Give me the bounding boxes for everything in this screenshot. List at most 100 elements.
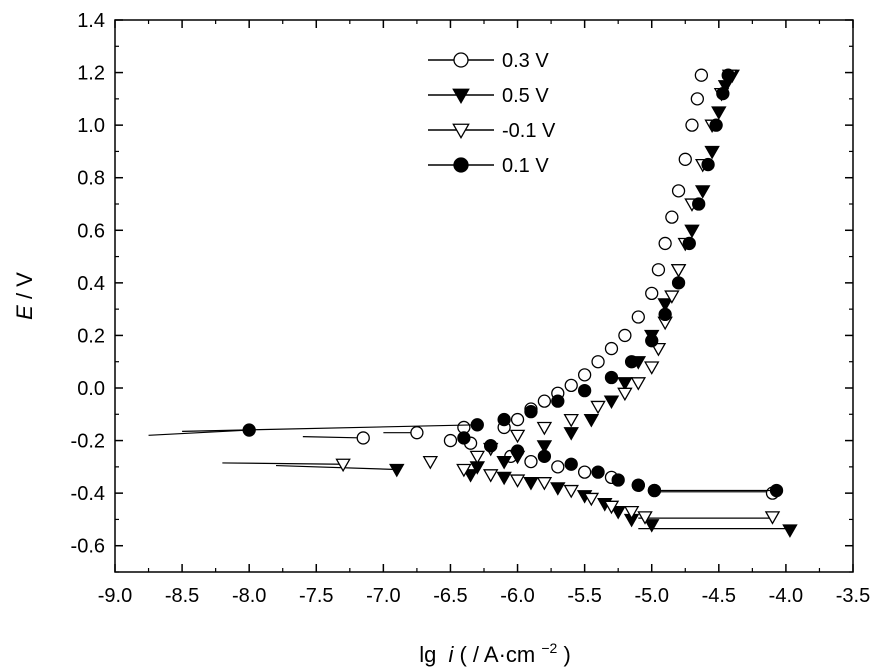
x-tick-label: -4.0 xyxy=(769,585,803,607)
x-tick-label: -8.0 xyxy=(232,585,266,607)
series-line xyxy=(222,462,344,465)
data-point xyxy=(645,334,659,348)
x-axis-title: lg i ( / A·cm −2 ) xyxy=(419,633,571,667)
data-point xyxy=(682,236,696,251)
x-tick-label: -7.5 xyxy=(299,585,333,607)
data-point xyxy=(452,88,470,105)
data-point xyxy=(563,427,579,441)
data-point xyxy=(631,310,645,324)
data-point xyxy=(618,328,632,343)
data-point xyxy=(647,483,662,498)
data-point xyxy=(603,395,620,410)
data-point xyxy=(650,342,667,357)
series-line xyxy=(182,424,478,432)
x-tick-label: -7.0 xyxy=(366,585,400,607)
data-point xyxy=(536,477,553,491)
data-point xyxy=(453,52,469,68)
data-point xyxy=(443,433,458,448)
data-point xyxy=(564,378,578,393)
data-point xyxy=(524,405,538,419)
legend-label: -0.1 V xyxy=(502,120,556,142)
series-line xyxy=(302,436,364,439)
y-tick-label: 0.2 xyxy=(77,325,105,347)
data-point xyxy=(603,500,620,515)
x-tick-label: -5.0 xyxy=(634,585,668,607)
data-point xyxy=(457,431,471,445)
data-point xyxy=(611,473,625,487)
data-point xyxy=(410,426,424,440)
data-point xyxy=(591,465,605,479)
series-3 xyxy=(148,68,784,498)
data-point xyxy=(631,478,645,492)
data-point xyxy=(536,440,553,454)
y-tick-label: 1.0 xyxy=(77,115,105,137)
data-point xyxy=(583,413,600,428)
y-tick-label: -0.4 xyxy=(71,483,105,505)
data-point xyxy=(617,387,633,402)
data-point xyxy=(657,298,673,312)
data-point xyxy=(685,118,699,132)
data-point xyxy=(591,355,605,369)
data-point xyxy=(536,421,553,436)
data-point xyxy=(644,519,660,533)
y-tick-label: 0.0 xyxy=(77,378,105,400)
data-point xyxy=(684,224,700,239)
data-point xyxy=(551,394,565,408)
y-tick-label: 0.8 xyxy=(77,168,105,190)
series-2 xyxy=(222,69,781,525)
legend-label: 0.1 V xyxy=(502,155,549,177)
data-point xyxy=(496,471,512,486)
data-point xyxy=(664,290,680,304)
data-point xyxy=(469,450,486,465)
series-line xyxy=(275,464,397,471)
data-point xyxy=(769,483,784,498)
legend-item: -0.1 V xyxy=(428,120,556,142)
x-tick-label: -8.5 xyxy=(165,585,199,607)
data-point xyxy=(583,492,600,507)
data-point xyxy=(764,511,781,525)
legend: 0.3 V 0.5 V -0.1 V 0.1 V xyxy=(428,50,556,177)
y-tick-label: 1.2 xyxy=(77,63,105,85)
data-point xyxy=(694,68,709,82)
data-point xyxy=(721,68,735,82)
legend-item: 0.1 V xyxy=(428,155,549,177)
data-point xyxy=(692,197,706,211)
data-point xyxy=(711,106,727,120)
data-point xyxy=(630,377,647,391)
data-point xyxy=(563,484,579,499)
data-point xyxy=(701,157,715,172)
legend-label: 0.5 V xyxy=(502,85,549,107)
x-tick-label: -5.5 xyxy=(567,585,601,607)
data-point xyxy=(551,460,565,474)
data-point xyxy=(453,157,469,173)
data-point xyxy=(577,368,592,382)
y-tick-label: -0.6 xyxy=(71,536,105,558)
y-tick-label: 1.4 xyxy=(77,10,105,32)
data-point xyxy=(456,463,472,478)
data-point xyxy=(497,412,511,427)
data-point xyxy=(422,455,439,470)
data-point xyxy=(704,145,720,160)
data-point xyxy=(335,458,351,473)
data-point xyxy=(709,118,723,132)
data-point xyxy=(590,400,606,415)
data-point xyxy=(356,431,370,445)
y-axis-title: E / V xyxy=(12,272,37,320)
data-point xyxy=(242,423,256,437)
data-point xyxy=(670,264,687,278)
x-tick-label: -6.5 xyxy=(433,585,467,607)
data-point xyxy=(389,463,405,478)
axis-ticks: -9.0 -8.5 -8.0 -7.5 -7.0 -6.5 -6.0 -5.5 -5.0 -4.5… xyxy=(71,10,871,607)
data-point xyxy=(452,123,470,140)
data-point xyxy=(509,474,526,488)
data-point xyxy=(782,524,798,538)
x-tick-label: -9.0 xyxy=(98,585,132,607)
data-point xyxy=(550,482,566,496)
data-point xyxy=(563,413,579,428)
data-point xyxy=(604,370,619,385)
data-point xyxy=(658,307,672,322)
x-tick-label: -3.5 xyxy=(836,585,870,607)
y-tick-label: 0.4 xyxy=(77,273,105,295)
data-point xyxy=(482,469,499,483)
